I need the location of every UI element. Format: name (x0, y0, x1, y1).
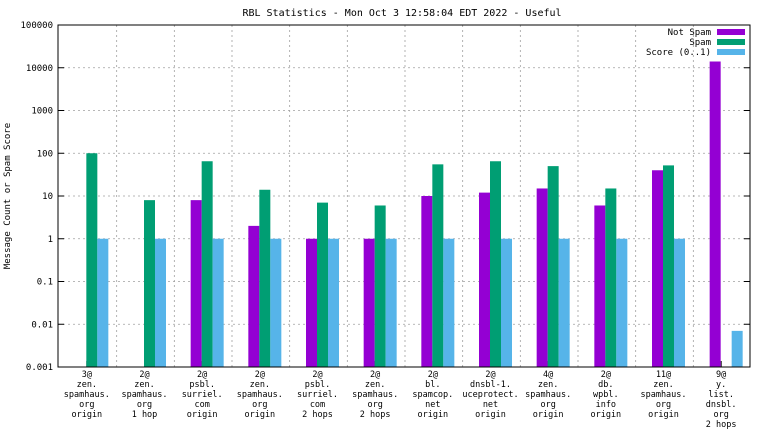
bar-score-0-1 (674, 238, 685, 367)
bar-spam (201, 161, 213, 367)
bar-score-0-1 (97, 238, 109, 367)
bar-score-0-1 (616, 238, 628, 367)
x-category-label: 2@ zen. spamhaus. org 2 hops (352, 370, 398, 420)
bar-not-spam (479, 192, 490, 367)
legend-label: Spam (689, 38, 711, 48)
grid-lines (58, 25, 750, 367)
bar-not-spam (363, 238, 375, 367)
y-tick-label: 100000 (20, 21, 53, 31)
bar-spam (86, 153, 98, 367)
bar-score-0-1 (155, 238, 166, 367)
bar-score-0-1 (385, 238, 397, 367)
bar-spam (663, 165, 674, 367)
x-category-label: 2@ db. wpbl. info origin (590, 370, 621, 420)
x-category-label: 2@ zen. spamhaus. org origin (237, 370, 283, 420)
bar-spam (317, 202, 328, 367)
legend-swatch (717, 39, 745, 45)
bar-not-spam (306, 238, 317, 367)
y-tick-label: 10000 (26, 64, 53, 74)
x-category-label: 11@ zen. spamhaus. org origin (640, 370, 686, 420)
bar-not-spam (248, 225, 260, 367)
bar-score-0-1 (270, 238, 282, 367)
bar-not-spam (190, 200, 202, 367)
y-tick-label: 0.1 (37, 278, 53, 288)
x-category-label: 9@ y. list. dnsbl. org 2 hops (706, 370, 737, 430)
bar-score-0-1 (212, 238, 224, 367)
legend-swatch (717, 49, 745, 55)
y-tick-label: 0.001 (26, 363, 53, 373)
bar-not-spam (652, 170, 663, 367)
bar-score-0-1 (501, 238, 512, 367)
bar-spam (490, 161, 501, 367)
bar-not-spam (709, 61, 721, 368)
bar-not-spam (536, 188, 548, 367)
y-tick-label: 0.01 (31, 320, 53, 330)
y-tick-label: 10 (42, 192, 53, 202)
x-category-label: 2@ psbl. surriel. com 2 hops (297, 370, 338, 420)
x-category-label: 2@ psbl. surriel. com origin (182, 370, 223, 420)
x-category-label: 2@ zen. spamhaus. org 1 hop (121, 370, 167, 420)
x-category-label: 3@ zen. spamhaus. org origin (64, 370, 110, 420)
bar-spam (374, 205, 386, 367)
bar-spam (432, 164, 444, 367)
x-category-label: 4@ zen. spamhaus. org origin (525, 370, 571, 420)
y-tick-label: 1 (48, 235, 53, 245)
bar-score-0-1 (328, 238, 339, 367)
x-category-label: 2@ dnsbl-1. uceprotect. net origin (462, 370, 518, 420)
chart-title: RBL Statistics - Mon Oct 3 12:58:04 EDT … (242, 8, 561, 19)
bar-spam (605, 188, 617, 367)
bar-spam (259, 189, 271, 367)
bar-spam (144, 200, 155, 367)
x-category-label: 2@ bl. spamcop. net origin (412, 370, 453, 420)
legend-label: Score (0..1) (646, 48, 711, 58)
bar-spam (547, 166, 559, 367)
y-axis-label: Message Count or Spam Score (3, 123, 13, 269)
y-tick-label: 100 (37, 149, 53, 159)
legend-label: Not Spam (668, 28, 711, 38)
bar-not-spam (594, 205, 606, 367)
y-tick-label: 1000 (31, 107, 53, 117)
bar-score-0-1 (731, 330, 743, 367)
bar-score-0-1 (443, 238, 455, 367)
bar-not-spam (421, 196, 433, 367)
bars (86, 61, 743, 368)
bar-score-0-1 (558, 238, 570, 367)
plot-border (57, 24, 751, 368)
legend-swatch (717, 29, 745, 35)
